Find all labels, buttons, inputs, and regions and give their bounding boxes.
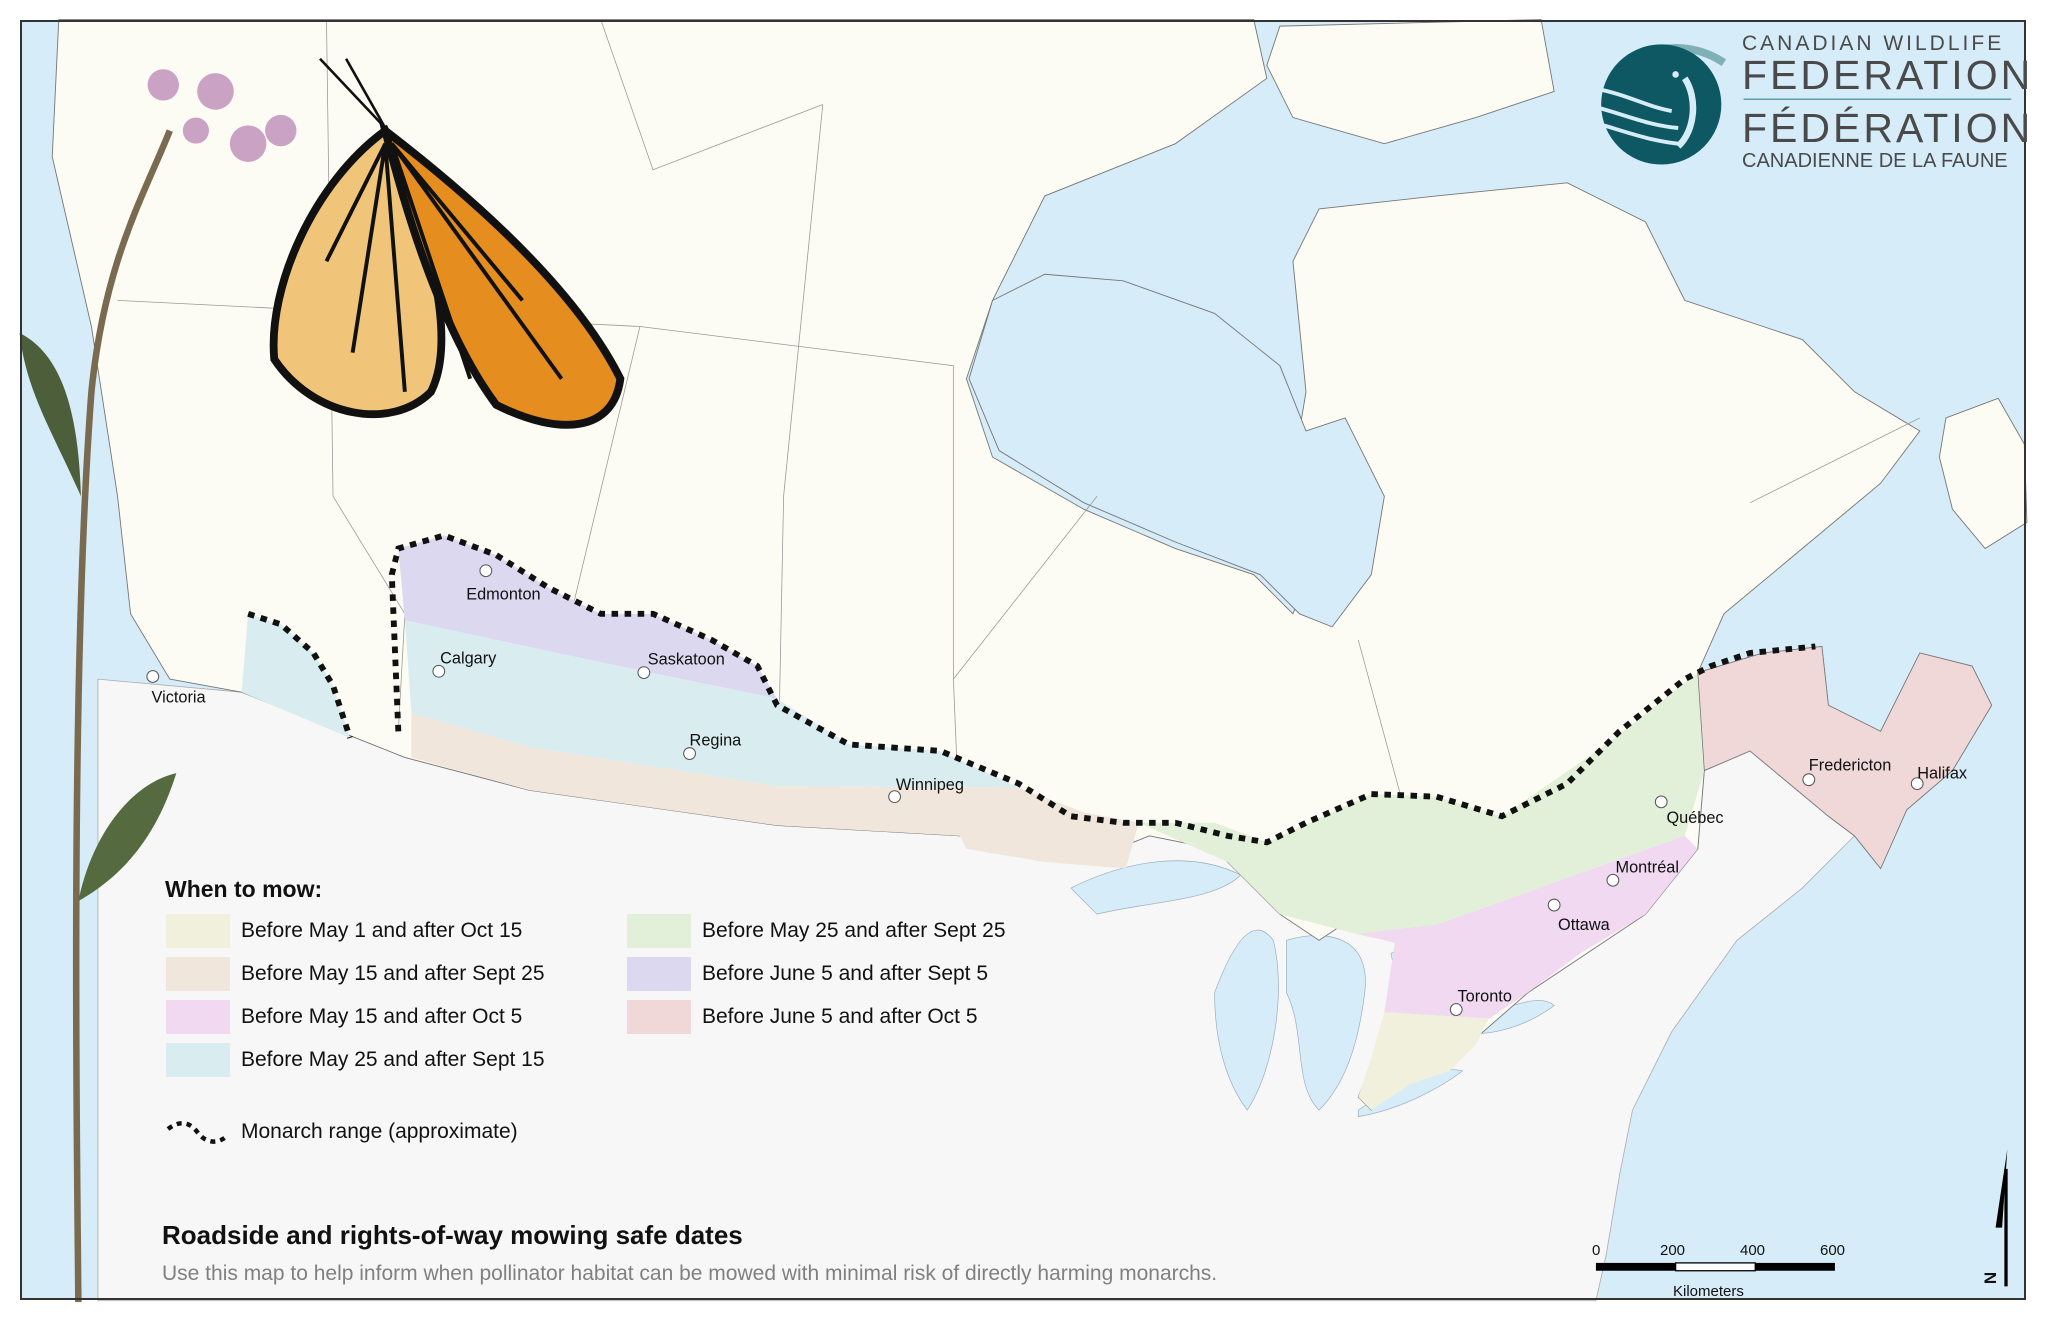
city-label: Saskatoon bbox=[648, 651, 725, 669]
city-dot-ottawa bbox=[1547, 898, 1561, 912]
logo-line-3: FÉDÉRATION bbox=[1742, 105, 2034, 151]
legend-title: When to mow: bbox=[165, 876, 323, 902]
city-dot-halifax bbox=[1910, 777, 1924, 790]
city-dot-saskatoon bbox=[637, 666, 651, 679]
legend-swatch bbox=[627, 957, 691, 991]
city-label: Toronto bbox=[1457, 988, 1511, 1006]
city-label: Québec bbox=[1666, 809, 1723, 827]
legend-item: Before May 1 and after Oct 15 bbox=[166, 914, 522, 948]
north-label: N bbox=[1981, 1271, 2001, 1285]
logo-line-4: CANADIENNE DE LA FAUNE bbox=[1742, 150, 2008, 172]
city-dot-toronto bbox=[1449, 1003, 1463, 1016]
city-label: Halifax bbox=[1917, 764, 1967, 782]
legend-swatch bbox=[627, 1000, 691, 1034]
zone-june5-sept5 bbox=[398, 535, 778, 699]
city-label: Ottawa bbox=[1558, 916, 1611, 934]
city-dot-edmonton bbox=[479, 564, 493, 578]
scale-tick-label: 200 bbox=[1660, 1242, 1686, 1259]
legend-label: Before May 25 and after Sept 15 bbox=[241, 1048, 545, 1071]
legend-label: Before May 1 and after Oct 15 bbox=[241, 919, 523, 942]
legend-item: Before June 5 and after Sept 5 bbox=[627, 957, 988, 991]
legend-item: Before May 15 and after Oct 5 bbox=[166, 1000, 522, 1034]
legend-label: Monarch range (approximate) bbox=[241, 1120, 518, 1143]
scale-tick-label: 400 bbox=[1740, 1242, 1766, 1259]
city-label: Regina bbox=[690, 732, 743, 750]
scale-bar bbox=[1595, 1262, 1835, 1272]
map-title: Roadside and rights-of-way mowing safe d… bbox=[162, 1220, 743, 1250]
north-arrow bbox=[1995, 1149, 2008, 1287]
zone-may25-sept15-bc bbox=[241, 613, 351, 738]
logo-line-1: CANADIAN WILDLIFE bbox=[1742, 32, 2005, 55]
legend-label: Before May 15 and after Oct 5 bbox=[241, 1005, 523, 1028]
city-dot-fredericton bbox=[1802, 773, 1816, 787]
hudson-bay bbox=[968, 273, 1385, 628]
city-label: Winnipeg bbox=[896, 776, 964, 794]
legend-swatch bbox=[166, 1000, 230, 1034]
baffin-island bbox=[1266, 19, 1555, 145]
legend-item: Before May 25 and after Sept 15 bbox=[166, 1043, 545, 1077]
scale-tick-label: 600 bbox=[1820, 1242, 1846, 1259]
city-label: Victoria bbox=[151, 689, 206, 707]
legend-label: Before May 25 and after Sept 25 bbox=[702, 919, 1006, 942]
scale-tick-label: 0 bbox=[1592, 1242, 1601, 1259]
legend-item: Before May 25 and after Sept 25 bbox=[627, 914, 1006, 948]
loon-logo-icon bbox=[1595, 43, 1727, 165]
zone-may1-oct15 bbox=[1358, 1012, 1489, 1111]
legend-item-monarch: Monarch range (approximate) bbox=[166, 1115, 518, 1149]
legend-swatch bbox=[166, 1043, 230, 1077]
city-dot-montreal bbox=[1606, 873, 1620, 887]
zone-may15-sept25 bbox=[411, 713, 1139, 869]
legend-item: Before May 15 and after Sept 25 bbox=[166, 957, 545, 991]
logo-line-2: FEDERATION bbox=[1742, 52, 2034, 98]
city-labels: Victoria Edmonton Calgary Saskatoon Regi… bbox=[151, 585, 1967, 1005]
newfoundland bbox=[1938, 397, 2028, 550]
zone-june5-oct5 bbox=[1697, 646, 1993, 870]
city-label: Fredericton bbox=[1809, 757, 1892, 775]
dotted-line-icon bbox=[166, 1120, 230, 1144]
city-dot-winnipeg bbox=[888, 790, 902, 804]
legend-item: Before June 5 and after Oct 5 bbox=[627, 1000, 978, 1034]
legend-label: Before June 5 and after Oct 5 bbox=[702, 1005, 978, 1028]
monarch-butterfly-illustration bbox=[269, 57, 625, 429]
legend-label: Before June 5 and after Sept 5 bbox=[702, 962, 989, 985]
city-label: Edmonton bbox=[466, 585, 540, 603]
zone-may25-sept25 bbox=[1138, 672, 1705, 938]
monarch-range-line bbox=[247, 532, 1816, 846]
legend-swatch bbox=[627, 914, 691, 948]
city-label: Montréal bbox=[1616, 858, 1679, 876]
city-dot-victoria bbox=[146, 670, 160, 683]
city-dot-regina bbox=[683, 747, 696, 760]
city-dot-quebec bbox=[1654, 795, 1668, 809]
city-label: Calgary bbox=[440, 649, 497, 667]
legend-swatch bbox=[166, 957, 230, 991]
legend-swatch bbox=[166, 914, 230, 948]
map-subtitle: Use this map to help inform when pollina… bbox=[162, 1262, 1218, 1285]
city-markers bbox=[146, 564, 1924, 1016]
legend-label: Before May 15 and after Sept 25 bbox=[241, 962, 545, 985]
milkweed-plant-illustration bbox=[19, 69, 297, 1303]
city-dot-calgary bbox=[432, 664, 446, 678]
scale-unit: Kilometers bbox=[1673, 1283, 1744, 1300]
